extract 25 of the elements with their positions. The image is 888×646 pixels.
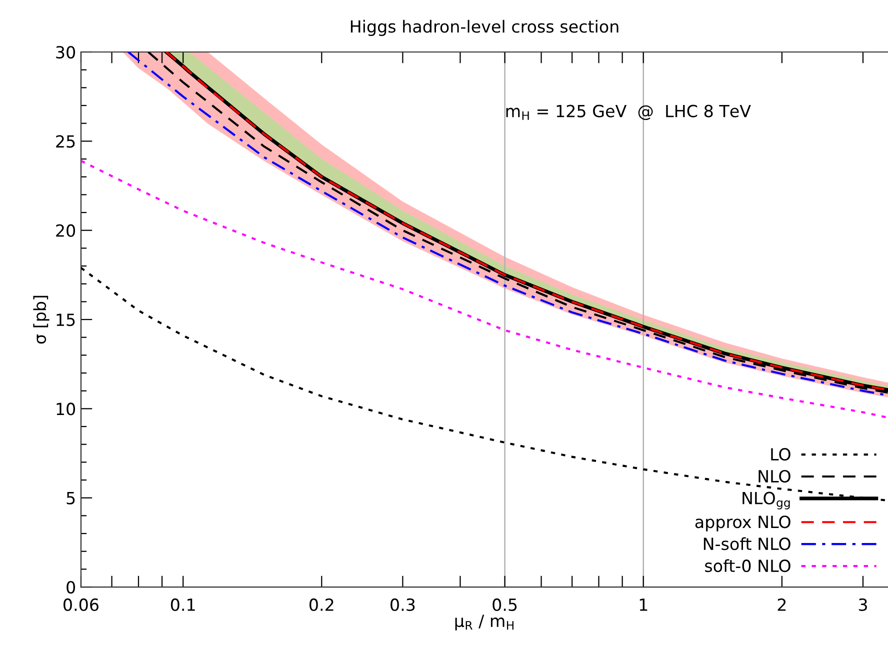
- x-tick-label: 1: [640, 598, 648, 611]
- y-tick-label: 25: [56, 135, 75, 148]
- x-tick-label: 2: [778, 598, 786, 611]
- x-tick-label: 0.5: [492, 598, 517, 612]
- y-tick-label: 0: [66, 580, 76, 594]
- x-tick-label: 0.3: [390, 598, 415, 612]
- x-tick-label: 0.06: [64, 598, 98, 612]
- x-tick-label: 0.1: [170, 598, 195, 612]
- y-tick-label: 5: [66, 492, 75, 504]
- legend-label: NLO: [758, 470, 790, 483]
- x-axis-title: μ$_{R}$ / m$_{H}$: [455, 614, 514, 630]
- legend-label: soft-0 NLO: [705, 559, 790, 572]
- legend-label: NLO$_{gg}$: [742, 492, 790, 510]
- x-tick-label: 0.2: [310, 598, 334, 612]
- legend-label: approx NLO: [695, 516, 790, 532]
- legend-label: N-soft NLO: [704, 537, 790, 550]
- y-tick-label: 30: [56, 46, 76, 59]
- x-tick-label: 3: [858, 598, 867, 612]
- annotation: m$_{H}$ = 125 GeV @ LHC 8 TeV: [506, 104, 751, 120]
- chart-title: Higgs hadron-level cross section: [350, 20, 618, 36]
- y-axis-title: σ [pb]: [33, 296, 50, 344]
- legend-label: LO: [771, 448, 790, 461]
- y-tick-label: 20: [56, 224, 76, 237]
- y-tick-label: 10: [56, 402, 76, 416]
- y-tick-label: 15: [56, 314, 75, 326]
